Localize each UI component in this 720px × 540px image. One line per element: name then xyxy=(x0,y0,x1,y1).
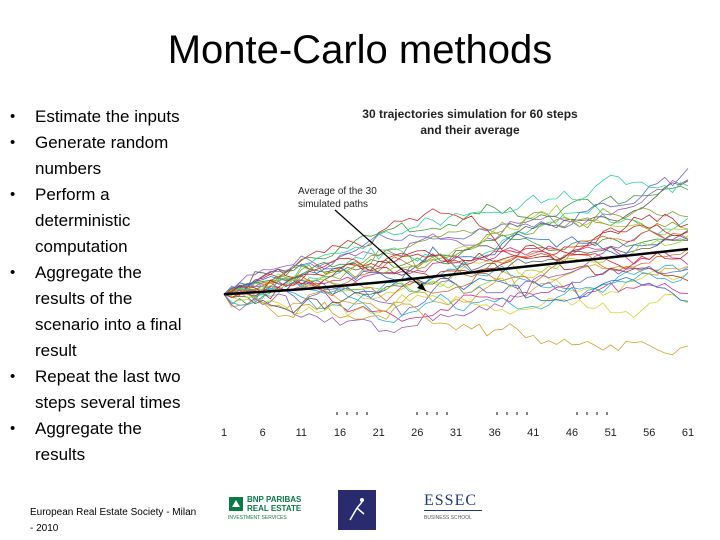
x-tick-label: 31 xyxy=(450,427,462,439)
tick-mark xyxy=(356,412,358,415)
trajectory-line xyxy=(223,205,689,297)
bullet-item: • Repeat the last two steps several times xyxy=(10,364,210,416)
trajectory-line xyxy=(223,245,689,295)
tick-mark xyxy=(336,412,338,415)
x-tick-label: 61 xyxy=(682,427,694,439)
x-tick-label: 56 xyxy=(643,427,655,439)
tick-mark xyxy=(576,412,578,415)
trajectory-line xyxy=(223,282,689,322)
bullet-item: • Estimate the inputs xyxy=(10,104,210,130)
average-line xyxy=(223,247,689,296)
bullet-icon: • xyxy=(10,264,16,281)
bullet-text: Aggregate the results of the scenario in… xyxy=(35,263,182,360)
trajectory-line xyxy=(223,185,689,295)
bullet-text: Repeat the last two steps several times xyxy=(35,367,181,412)
x-tick-label: 16 xyxy=(334,427,346,439)
tick-mark xyxy=(506,412,508,415)
trajectory-line xyxy=(223,213,689,300)
trajectory-line xyxy=(223,180,689,295)
annotation-arrow xyxy=(334,209,427,292)
x-tick-label: 51 xyxy=(605,427,617,439)
tick-mark xyxy=(596,412,598,415)
x-tick-label: 36 xyxy=(489,427,501,439)
trajectory-line xyxy=(223,266,689,302)
essec-logo: ESSEC BUSINESS SCHOOL xyxy=(424,492,486,532)
footer-text: European Real Estate Society - Milan - 2… xyxy=(30,507,197,534)
trajectory-line xyxy=(223,168,689,295)
x-tick-label: 1 xyxy=(221,427,227,439)
bullet-text: Generate random numbers xyxy=(35,133,169,178)
bullet-item: • Aggregate the results of the scenario i… xyxy=(10,260,210,364)
tick-mark xyxy=(496,412,498,415)
figure-icon xyxy=(349,498,365,521)
trajectory-line xyxy=(223,234,689,305)
tick-mark xyxy=(446,412,448,415)
x-tick-label: 6 xyxy=(260,427,266,439)
bullet-item: • Aggregate the results xyxy=(10,416,210,468)
bullet-icon: • xyxy=(10,368,16,385)
bullet-icon: • xyxy=(10,420,16,437)
eres-logo xyxy=(338,490,376,530)
trajectory-line xyxy=(223,287,689,356)
essec-name: ESSEC xyxy=(424,492,482,511)
tick-mark xyxy=(366,412,368,415)
bullet-text: Aggregate the results xyxy=(35,419,142,464)
bullet-icon: • xyxy=(10,108,16,125)
bnp-line2: REAL ESTATE xyxy=(247,504,302,513)
bullet-icon: • xyxy=(10,186,16,203)
tick-mark xyxy=(426,412,428,415)
bullet-text: Estimate the inputs xyxy=(35,107,180,126)
slide-title: Monte-Carlo methods xyxy=(167,28,553,72)
trajectory-line xyxy=(223,174,689,297)
tick-mark xyxy=(346,412,348,415)
bullet-icon: • xyxy=(10,134,16,151)
chart-title: 30 trajectories simulation for 60 steps … xyxy=(362,107,578,137)
trajectory-line xyxy=(223,207,689,295)
x-tick-label: 46 xyxy=(566,427,578,439)
bullet-list: • Estimate the inputs • Generate random nu… xyxy=(10,104,210,468)
bullet-item: • Generate random numbers xyxy=(10,130,210,182)
average-annotation: Average of the 30 simulated paths xyxy=(298,186,377,210)
trajectory-line xyxy=(223,230,689,314)
x-axis-ticks: 1 6 11 16 21 26 31 36 41 46 51 56 61 xyxy=(221,412,694,439)
tick-mark xyxy=(526,412,528,415)
trajectory-line xyxy=(223,272,689,323)
bnp-star-icon xyxy=(229,497,243,511)
bullet-item: • Perform a deterministic computation xyxy=(10,182,210,260)
tick-mark xyxy=(516,412,518,415)
trajectory-line xyxy=(223,293,689,318)
bnp-paribas-logo: BNP PARIBAS REAL ESTATE INVESTMENT SERVI… xyxy=(228,494,310,528)
trajectory-line xyxy=(223,264,689,311)
tick-mark xyxy=(416,412,418,415)
trajectory-line xyxy=(223,206,689,295)
average-path xyxy=(223,247,689,296)
essec-sub: BUSINESS SCHOOL xyxy=(424,515,472,521)
bnp-line1: BNP PARIBAS xyxy=(247,495,302,504)
annotation-arrowhead xyxy=(417,283,426,291)
trajectory-line xyxy=(223,179,689,295)
bullet-text: Perform a deterministic computation xyxy=(35,185,131,256)
trajectory-line xyxy=(224,208,689,296)
x-tick-label: 21 xyxy=(373,427,385,439)
simulation-paths xyxy=(223,168,689,356)
tick-mark xyxy=(606,412,608,415)
tick-mark xyxy=(586,412,588,415)
x-tick-label: 11 xyxy=(296,427,307,439)
bnp-line3: INVESTMENT SERVICES xyxy=(228,515,287,521)
tick-mark xyxy=(436,412,438,415)
trajectory-line xyxy=(223,247,689,298)
x-tick-label: 41 xyxy=(527,427,539,439)
x-tick-label: 26 xyxy=(411,427,423,439)
